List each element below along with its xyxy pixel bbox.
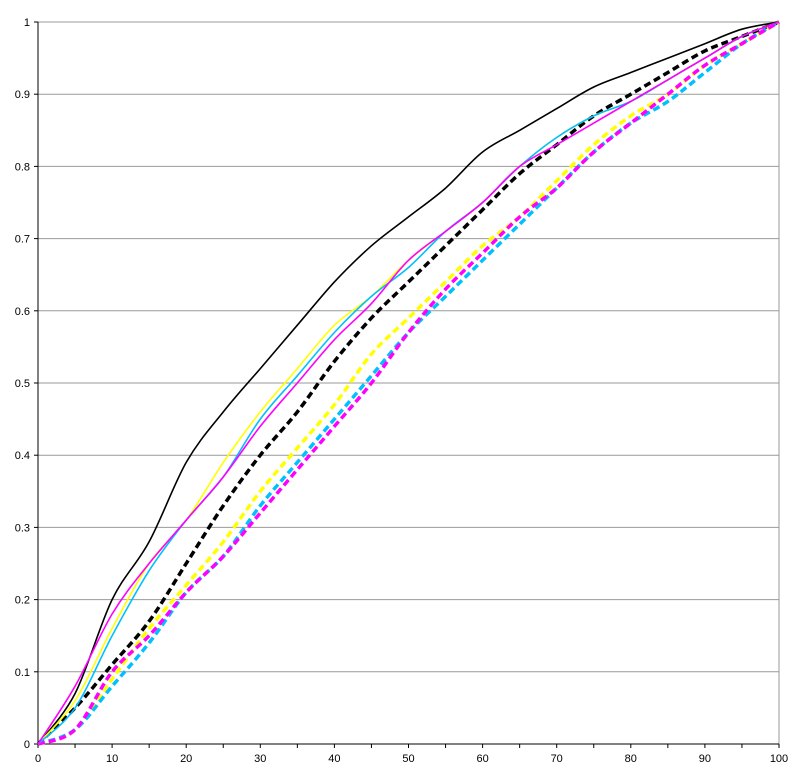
series-lines xyxy=(36,20,780,746)
x-tick-label: 40 xyxy=(328,753,340,765)
x-tick-label: 100 xyxy=(770,753,788,765)
series-line-dashed-00c0ff xyxy=(37,20,780,746)
series-line-solid-ff00ff xyxy=(37,21,780,745)
y-tick-label: 0.2 xyxy=(15,595,30,607)
y-tick-label: 0.8 xyxy=(15,161,30,173)
y-tick-label: 0.9 xyxy=(15,89,30,101)
y-tick-label: 1 xyxy=(24,17,30,29)
x-tick-label: 90 xyxy=(699,753,711,765)
x-tick-label: 60 xyxy=(476,753,488,765)
y-tick-label: 0.4 xyxy=(15,450,30,462)
series-line-dashed-ffff00 xyxy=(37,20,780,746)
x-tick-label: 0 xyxy=(35,753,41,765)
x-tick-label: 70 xyxy=(551,753,563,765)
gridlines xyxy=(38,21,780,744)
y-tick-label: 0.3 xyxy=(15,522,30,534)
series-line-dashed-ff00ff xyxy=(37,20,780,746)
axes xyxy=(34,21,780,748)
y-tick-label: 0 xyxy=(24,739,30,751)
x-tick-label: 80 xyxy=(625,753,637,765)
x-tick-label: 30 xyxy=(254,753,266,765)
y-tick-label: 0.6 xyxy=(15,306,30,318)
x-tick-label: 50 xyxy=(402,753,414,765)
y-tick-label: 0.7 xyxy=(15,234,30,246)
y-tick-label: 0.5 xyxy=(15,378,30,390)
x-tick-label: 20 xyxy=(180,753,192,765)
series-line-dashed-000000 xyxy=(36,20,780,746)
x-tick-label: 10 xyxy=(106,753,118,765)
tick-labels: 00.10.20.30.40.50.60.70.80.910 10 20 30 40 50… xyxy=(15,17,788,765)
series-line-solid-000000 xyxy=(37,21,780,745)
y-tick-label: 0.1 xyxy=(15,667,30,679)
